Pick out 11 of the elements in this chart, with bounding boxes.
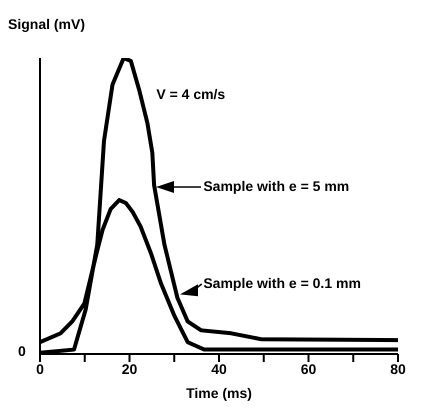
y-axis-title: Signal (mV) xyxy=(8,16,86,32)
x-tick-label: 60 xyxy=(300,360,316,377)
x-axis-title: Time (ms) xyxy=(186,385,252,401)
annotation: V = 4 cm/s xyxy=(156,86,226,102)
text: 0 xyxy=(18,343,26,359)
x-tick-label: 80 xyxy=(390,360,406,377)
x-tick-label: 20 xyxy=(122,360,138,377)
x-tick-label: 40 xyxy=(211,360,227,377)
legend-label: Sample with e = 0.1 mm xyxy=(203,275,361,292)
legend-label: Sample with e = 5 mm xyxy=(203,178,350,194)
x-tick-label: 0 xyxy=(36,360,44,377)
